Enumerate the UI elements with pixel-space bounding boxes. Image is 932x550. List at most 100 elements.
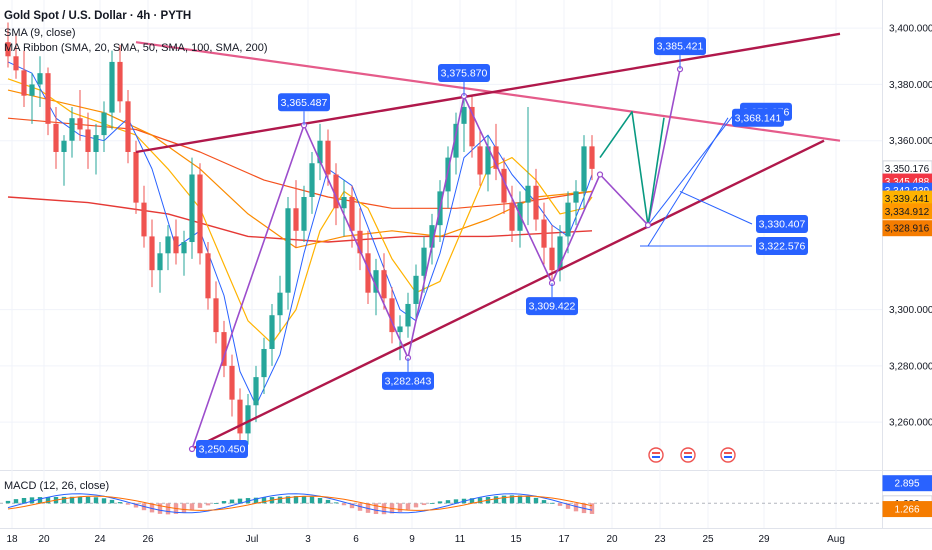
macd-badge xyxy=(882,501,932,518)
pink-resistance-line xyxy=(135,41,841,142)
candle-body xyxy=(85,129,91,152)
chart-header: Gold Spot / U.S. Dollar · 4h · PYTH SMA … xyxy=(4,10,268,492)
x-tick-label: 6 xyxy=(353,534,359,545)
flag-stripe-icon xyxy=(684,456,692,458)
price-badge-label: 3,339.441 xyxy=(885,194,930,205)
x-tick-label: 17 xyxy=(558,534,570,545)
flag-stripe-icon xyxy=(684,452,692,454)
price-badge xyxy=(882,203,932,220)
candle-body xyxy=(21,70,27,96)
candle-body xyxy=(149,236,155,271)
macd-histogram-bar xyxy=(229,499,235,504)
candle-body xyxy=(165,236,171,254)
price-badge-label: 3,350.176 xyxy=(885,164,930,175)
flag-stripe-icon xyxy=(724,452,732,454)
candle-body xyxy=(461,106,467,124)
zigzag-node xyxy=(596,171,604,178)
candle-body xyxy=(525,185,531,203)
macd-histogram-bar xyxy=(29,497,35,504)
macd-histogram-bar xyxy=(109,499,115,504)
price-callout-label: 3,250.450 xyxy=(199,444,246,456)
flag-stripe-icon xyxy=(724,456,732,458)
macd-legend[interactable]: MACD (12, 26, close) xyxy=(4,480,109,492)
candle-body xyxy=(133,151,139,203)
candle-body xyxy=(493,146,499,169)
macd-histogram-bar xyxy=(261,497,267,504)
macd-histogram-bar xyxy=(341,503,347,506)
x-tick-label: 29 xyxy=(758,534,770,545)
candle-body xyxy=(213,298,219,333)
candle-body xyxy=(189,174,195,243)
candle-body xyxy=(29,84,35,96)
candle-body xyxy=(421,247,427,276)
price-callout xyxy=(756,237,808,256)
macd-histogram-bar xyxy=(85,496,91,504)
price-callout xyxy=(654,37,706,56)
macd-histogram-bar xyxy=(253,497,259,504)
price-badge-label: 3,334.912 xyxy=(885,207,930,218)
macd-histogram-bar xyxy=(13,499,19,504)
candles xyxy=(5,22,595,451)
price-callout-label: 3,282.843 xyxy=(385,375,432,387)
candle-body xyxy=(285,208,291,293)
macd-histogram-bar xyxy=(477,497,483,504)
x-tick-label: 11 xyxy=(455,534,466,545)
macd-badge-label: 2.895 xyxy=(894,479,919,490)
candle-body xyxy=(429,225,435,248)
candle-body xyxy=(61,140,67,152)
macd-histogram-bar xyxy=(157,503,163,514)
drawings xyxy=(135,32,841,453)
macd-histogram-bar xyxy=(61,496,67,504)
candle-body xyxy=(549,247,555,271)
callouts: 3,365.4873,375.8703,385.4213,370.2763,36… xyxy=(196,37,808,459)
sma-legend[interactable]: SMA (9, close) xyxy=(4,27,76,39)
price-callout-label: 3,385.421 xyxy=(657,41,704,53)
us-flag-icon xyxy=(680,447,696,463)
macd-histogram-bar xyxy=(421,503,427,506)
candle-body xyxy=(181,242,187,254)
macd-histogram-bar xyxy=(237,498,243,504)
macd-histogram-bar xyxy=(205,503,211,506)
candle-body xyxy=(357,230,363,254)
candle-body xyxy=(389,298,395,333)
price-axis[interactable]: 3,400.000 3,380.000 3,360.000 3,300.000 3,28… xyxy=(882,24,932,429)
macd-histogram-bar xyxy=(317,497,323,504)
macd-histogram-bar xyxy=(541,500,547,504)
candle-body xyxy=(109,61,115,113)
candle-body xyxy=(581,146,587,192)
macd-histogram-bar xyxy=(373,503,379,515)
candle-body xyxy=(77,118,83,130)
macd-badge xyxy=(882,475,932,492)
ribbon-legend[interactable]: MA Ribbon (SMA, 20, SMA, 50, SMA, 100, S… xyxy=(4,42,268,54)
macd-histogram-bar xyxy=(333,502,339,504)
x-tick-label: 15 xyxy=(510,534,522,545)
macd-signal-line xyxy=(7,495,593,511)
flag-stripe-icon xyxy=(652,452,660,454)
candle-body xyxy=(565,202,571,237)
price-callout xyxy=(438,64,490,83)
time-axis[interactable]: 18 20 24 26 Jul 3 6 9 11 15 17 20 23 25 29 Aug xyxy=(6,534,844,545)
candle-body xyxy=(469,106,475,147)
macd-histogram-bar xyxy=(397,503,403,512)
candle-body xyxy=(541,219,547,248)
candle-body xyxy=(589,146,595,169)
candle-body xyxy=(381,270,387,299)
price-callout-label: 3,330.407 xyxy=(759,219,806,231)
candle-body xyxy=(341,197,347,209)
flag-stripe-icon xyxy=(652,456,660,458)
x-tick-label: 18 xyxy=(6,534,18,545)
x-tick-label: 23 xyxy=(654,534,666,545)
ma-20-line xyxy=(7,78,593,344)
macd-histogram-bar xyxy=(293,496,299,504)
price-badge-label: 3,328.916 xyxy=(885,224,930,235)
macd-histogram-bar xyxy=(589,503,595,514)
macd-histogram-bar xyxy=(509,495,515,504)
price-callout-label: 3,365.487 xyxy=(281,97,328,109)
macd-histogram-bar xyxy=(445,500,451,504)
macd-histogram-bar xyxy=(381,503,387,515)
macd-histogram-bar xyxy=(549,502,555,504)
x-tick-label: 3 xyxy=(305,534,311,545)
candle-body xyxy=(485,146,491,175)
macd-histogram-bar xyxy=(149,503,155,513)
